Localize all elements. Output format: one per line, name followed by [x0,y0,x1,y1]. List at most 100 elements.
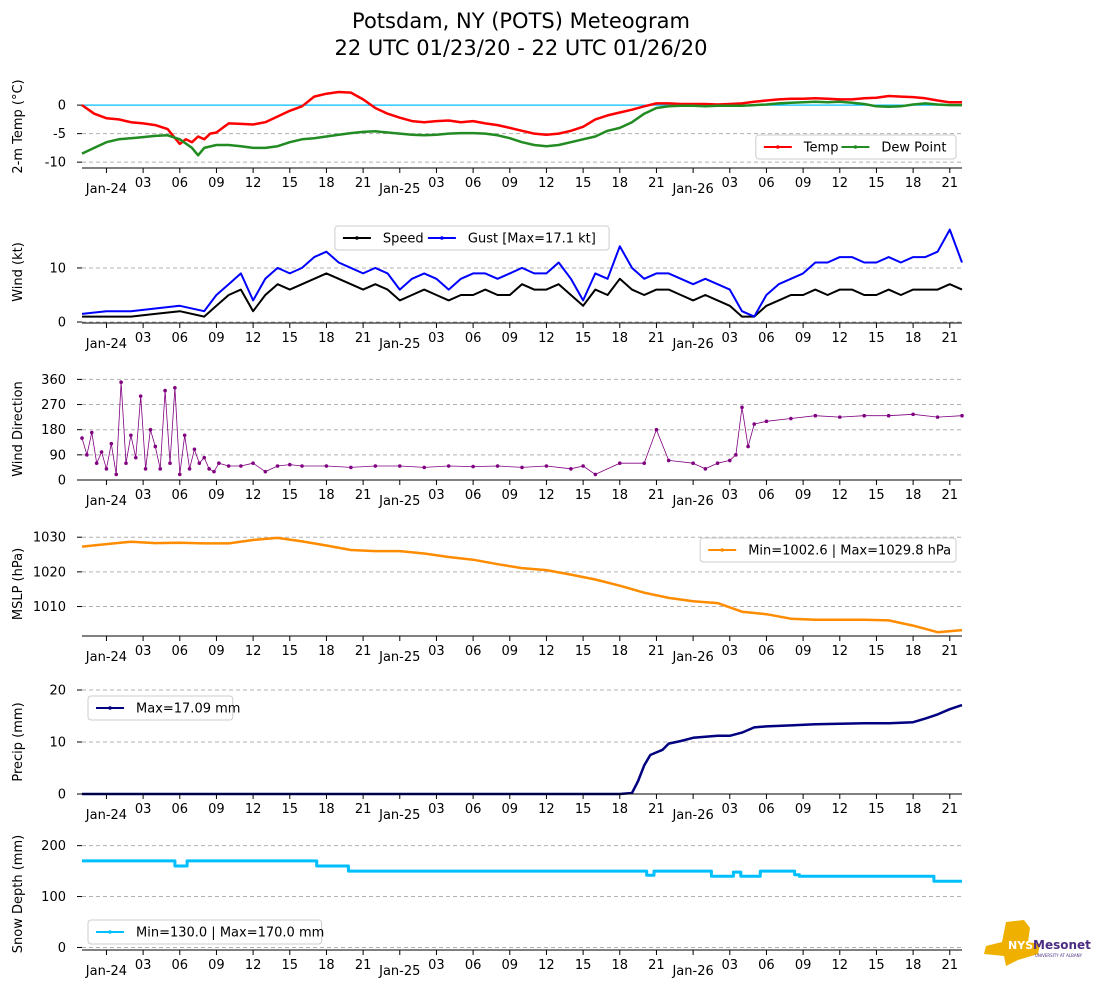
x-tick-label: 15 [868,331,885,346]
x-tick-label: 06 [172,176,189,191]
y-tick-label: 200 [41,839,66,854]
x-tick-label: 06 [172,644,189,659]
data-point [207,467,211,471]
x-tick-label: 21 [355,644,372,659]
data-point [133,455,138,460]
x-tick-label: 09 [502,488,519,503]
x-tick-label: 18 [318,331,335,346]
x-tick-label: Jan-25 [378,964,420,979]
x-tick-label: 03 [722,488,739,503]
y-tick-label: -10 [45,156,66,171]
data-point [446,464,451,468]
x-tick-label: 06 [758,331,775,346]
x-tick-label: 15 [282,958,299,973]
legend-swatch-marker [108,706,112,710]
data-point [422,465,427,470]
x-tick-label: 15 [868,488,885,503]
x-tick-label: 06 [172,331,189,346]
panel-temp: 0 -5 -10 2-m Temp (°C) Jan-24 03 06 09 12 15 18 21 J… [11,79,962,197]
x-tick-label: Jan-25 [378,808,420,823]
x-tick-label: Jan-24 [85,337,127,352]
panel-precip: 0 10 20 Precip (mm) Jan-24 03 06 09 12 15 18 21 Jan-… [11,684,963,823]
y-tick-label: 270 [41,398,66,413]
x-tick-label: Jan-24 [85,964,127,979]
data-point [734,453,738,457]
x-tick-label: 09 [208,331,225,346]
data-point [349,465,353,470]
y-axis-label: Wind Direction [11,381,26,477]
legend-label: Gust [Max=17.1 kt] [468,232,596,247]
x-tick-label: 18 [905,331,922,346]
data-point [740,405,744,410]
data-point [727,458,732,463]
data-point [397,464,402,468]
panel-snow: 0 100 200 Snow Depth (mm) Jan-24 03 06 09 12 15 18… [11,835,962,979]
legend: Min=1002.6 | Max=1029.8 hPa [699,537,957,563]
data-point [862,413,867,418]
x-tick-label: 21 [648,331,665,346]
y-tick-label: 0 [58,474,66,489]
data-point [691,461,695,466]
x-tick-label: 18 [318,802,335,817]
x-tick-label: 09 [795,176,812,191]
data-point [746,444,750,449]
x-tick-label: 03 [135,644,152,659]
x-tick-label: 12 [832,644,849,659]
x-tick-label: 03 [135,958,152,973]
data-point [764,419,769,424]
x-tick-label: Jan-26 [671,182,713,197]
nys-mesonet-logo: NYS Mesonet UNIVERSITY AT ALBANY [984,920,1091,966]
data-point [593,472,598,477]
data-point [138,394,143,398]
x-tick-label: 18 [905,488,922,503]
x-tick-label: 03 [722,644,739,659]
x-tick-label: 15 [575,802,592,817]
legend-label: Min=1002.6 | Max=1029.8 hPa [748,544,951,559]
data-point [143,467,148,471]
legend-box [87,919,323,945]
x-tick-label: 12 [245,331,262,346]
x-tick-label: 15 [282,488,299,503]
x-tick-label: Jan-24 [85,650,127,665]
data-point [192,447,197,452]
x-tick-label: 06 [465,958,482,973]
legend-swatch-marker [720,548,724,552]
data-point [520,465,524,470]
data-point [148,427,153,432]
x-tick-label: 21 [942,644,959,659]
x-tick-label: 15 [282,644,299,659]
x-tick-label: 03 [135,802,152,817]
x-tick-label: 21 [942,958,959,973]
y-tick-label: 90 [49,448,66,463]
data-point [187,467,192,471]
x-tick-label: 18 [612,958,629,973]
y-axis-label: Snow Depth (mm) [11,835,26,953]
data-point [324,464,329,468]
y-tick-label: 0 [58,99,66,114]
x-tick-label: 12 [538,331,555,346]
data-point [495,464,500,468]
x-tick-label: 18 [905,958,922,973]
x-tick-label: 18 [318,644,335,659]
y-tick-label: 0 [58,316,66,331]
x-tick-label: Jan-24 [85,494,127,509]
y-tick-label: -5 [53,127,66,142]
x-tick-label: 15 [575,488,592,503]
legend: Speed Gust [Max=17.1 kt] [334,225,610,251]
data-point [251,461,255,466]
y-tick-label: 1030 [33,531,66,546]
x-tick-label: 12 [245,644,262,659]
series-line-temp [81,90,962,146]
x-tick-label: 06 [465,488,482,503]
y-tick-label: 0 [58,788,66,803]
x-tick-label: 12 [538,802,555,817]
data-point [177,472,182,477]
x-tick-label: 09 [795,644,812,659]
x-tick-label: 09 [502,644,519,659]
data-point [114,472,119,477]
x-tick-label: 06 [758,802,775,817]
x-tick-label: 09 [208,802,225,817]
x-tick-label: 03 [428,176,445,191]
y-axis-label: Precip (mm) [11,702,26,781]
